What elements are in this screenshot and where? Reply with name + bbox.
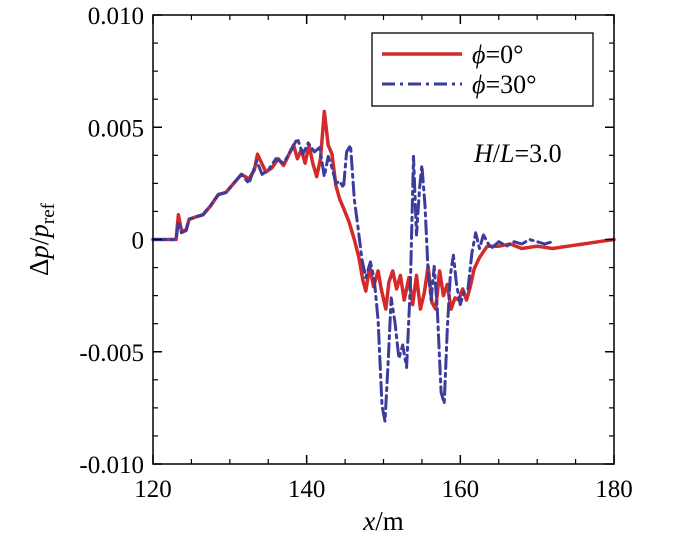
legend: ϕ=0° ϕ=30° <box>371 32 594 107</box>
y-axis-p: p <box>24 245 54 261</box>
x-axis-unit: /m <box>375 506 404 536</box>
legend-label-phi-30: ϕ=30° <box>472 70 537 99</box>
annotation-h: H <box>473 139 494 168</box>
x-axis-var: x <box>362 506 375 536</box>
legend-phi-symbol: ϕ <box>472 70 485 99</box>
x-tick-label: 180 <box>595 476 633 503</box>
y-axis-label: Δp/pref <box>24 202 59 276</box>
annotation-l: L <box>499 139 514 168</box>
legend-box <box>371 32 594 107</box>
series-line-1 <box>151 137 554 423</box>
x-tick-label: 140 <box>288 476 326 503</box>
annotation-slash: / <box>493 139 501 168</box>
x-tick-label: 120 <box>134 476 172 503</box>
legend-phi-symbol: ϕ <box>472 40 485 69</box>
y-tick-label: -0.010 <box>79 452 144 479</box>
y-tick-label: 0.010 <box>88 3 144 30</box>
y-tick-label: -0.005 <box>79 340 144 367</box>
y-axis-delta: Δ <box>24 259 54 276</box>
x-axis-label: x/m <box>362 506 404 536</box>
legend-phi-value: =30° <box>485 70 536 99</box>
y-axis-slash: / <box>24 237 54 245</box>
series-layer <box>151 109 616 423</box>
y-axis-p-ref: p <box>24 224 54 240</box>
ticks-layer: 120 140 160 180 0.010 0.005 0 -0.005 -0.010 <box>79 3 632 503</box>
legend-phi-value: =0° <box>485 40 523 69</box>
legend-label-phi-0: ϕ=0° <box>472 40 524 69</box>
y-tick-label: 0 <box>132 228 145 255</box>
x-tick-label: 160 <box>442 476 480 503</box>
y-tick-label: 0.005 <box>88 115 144 142</box>
annotation-value: =3.0 <box>514 139 561 168</box>
y-axis-subscript: ref <box>38 202 59 224</box>
ratio-annotation: H/L=3.0 <box>473 139 562 168</box>
